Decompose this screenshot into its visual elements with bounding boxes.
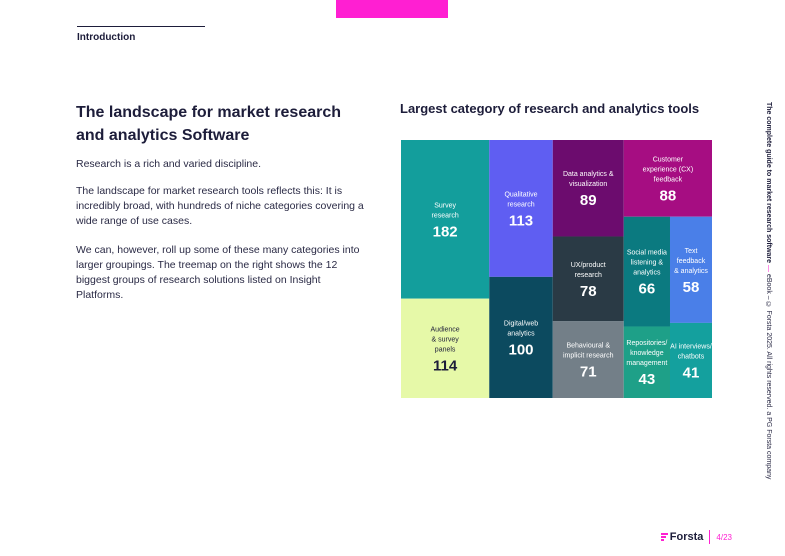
treemap-value: 89 — [580, 192, 597, 209]
footer: Forsta 4/23 — [660, 530, 732, 544]
treemap-rect — [489, 276, 553, 398]
treemap-label: management — [626, 360, 667, 367]
treemap-label: feedback — [654, 176, 683, 183]
treemap-label: Qualitative — [504, 191, 537, 198]
treemap-rect — [489, 140, 553, 277]
treemap-label: visualization — [569, 181, 607, 188]
treemap-rect — [401, 298, 490, 398]
treemap-cell-social-media-listening-analytics: Social media listening & analytics 66 — [623, 216, 670, 327]
treemap-label: UX/product — [571, 262, 606, 269]
forsta-logo: Forsta — [660, 531, 704, 543]
treemap-label: chatbots — [678, 353, 705, 360]
treemap-value: 113 — [509, 212, 533, 229]
treemap-label: listening & — [631, 260, 664, 267]
treemap-label: & survey — [432, 336, 460, 343]
treemap-value: 100 — [509, 341, 534, 358]
treemap-label: Audience — [431, 326, 460, 333]
treemap-value: 58 — [683, 279, 700, 296]
treemap-label: Survey — [434, 202, 456, 209]
treemap-label: analytics — [633, 270, 661, 277]
treemap-rect — [552, 140, 624, 237]
brand-name: Forsta — [669, 531, 704, 543]
treemap-cell-ai-interviews-chatbots: AI interviews/chatbots 41 — [669, 322, 712, 398]
treemap-label: Social media — [627, 250, 667, 257]
treemap-label: Data analytics & — [563, 171, 614, 178]
treemap-rect — [669, 216, 712, 323]
page-number: 4/23 — [716, 532, 732, 542]
treemap-value: 66 — [639, 281, 656, 298]
treemap-value: 71 — [580, 364, 597, 381]
footer-divider — [709, 530, 711, 544]
chart-title: Largest category of research and analyti… — [400, 101, 700, 116]
guide-title: The complete guide to market research so… — [765, 102, 772, 264]
treemap-rect — [623, 216, 670, 327]
treemap-chart: Survey research 182 Audience & survey panels 1… — [401, 140, 712, 398]
treemap-rect — [552, 321, 624, 398]
treemap-cell-ux-product-research: UX/product research 78 — [552, 236, 624, 322]
caption-separator: — — [765, 265, 772, 273]
treemap-label: & analytics — [674, 268, 708, 275]
treemap-rect — [401, 140, 490, 299]
section-rule — [77, 26, 205, 27]
intro-paragraph-2: The landscape for market research tools … — [76, 185, 364, 227]
treemap-value: 88 — [660, 187, 677, 204]
treemap-rect — [669, 322, 712, 398]
treemap-label: research — [575, 272, 602, 279]
treemap-label: research — [432, 212, 459, 219]
treemap-label: Behavioural & — [566, 343, 610, 350]
treemap-value: 43 — [639, 371, 656, 388]
treemap-rect — [623, 140, 712, 217]
section-label: Introduction — [77, 32, 136, 43]
treemap-cell-behavioural-implicit-research: Behavioural & implicit research 71 — [552, 321, 624, 398]
treemap-label: Repositories/ — [626, 340, 667, 347]
treemap-cell-data-analytics-visualization: Data analytics & visualization 89 — [552, 140, 624, 237]
treemap-cell-audience-survey-panels: Audience & survey panels 114 — [401, 298, 490, 398]
treemap-value: 78 — [580, 283, 597, 300]
treemap-label: Digital/web — [504, 320, 538, 327]
treemap-label: Text — [685, 248, 698, 255]
treemap-value: 41 — [683, 364, 700, 381]
treemap-cell-customer-experience-cx-feedback: Customer experience (CX) feedback 88 — [623, 140, 712, 217]
intro-paragraph-3: We can, however, roll up some of these m… — [76, 244, 360, 301]
treemap-value: 114 — [433, 357, 458, 374]
forsta-logo-icon — [660, 533, 668, 541]
treemap-cell-digital-web-analytics: Digital/web analytics 100 — [489, 276, 553, 398]
treemap-label: research — [507, 201, 534, 208]
treemap-label: panels — [435, 346, 456, 353]
intro-paragraph-1: Research is a rich and varied discipline… — [76, 158, 262, 170]
treemap-cell-repositories-knowledge-management: Repositories/knowledge management 43 — [623, 326, 670, 398]
copyright-text: eBook – © Forsta 2025. All rights reserv… — [765, 273, 772, 480]
treemap-label: knowledge — [630, 350, 664, 357]
treemap-label: implicit research — [563, 353, 614, 360]
treemap-cell-text-feedback-analytics: Text feedback & analytics 58 — [669, 216, 712, 323]
sidebar-vertical-caption: The complete guide to market research so… — [762, 102, 772, 522]
treemap-rect — [552, 236, 624, 322]
treemap-label: experience (CX) — [643, 166, 694, 173]
treemap-cell-survey-research: Survey research 182 — [401, 140, 490, 299]
treemap-label: Customer — [653, 156, 684, 163]
top-accent-bar — [336, 0, 448, 18]
treemap-label: feedback — [677, 258, 706, 265]
treemap-value: 182 — [433, 223, 458, 240]
page-heading: The landscape for market research and an… — [76, 104, 342, 144]
treemap-cell-qualitative-research: Qualitative research 113 — [489, 140, 553, 277]
treemap-rect — [623, 326, 670, 398]
treemap-label: analytics — [507, 330, 535, 337]
treemap-label: AI interviews/ — [670, 343, 712, 350]
